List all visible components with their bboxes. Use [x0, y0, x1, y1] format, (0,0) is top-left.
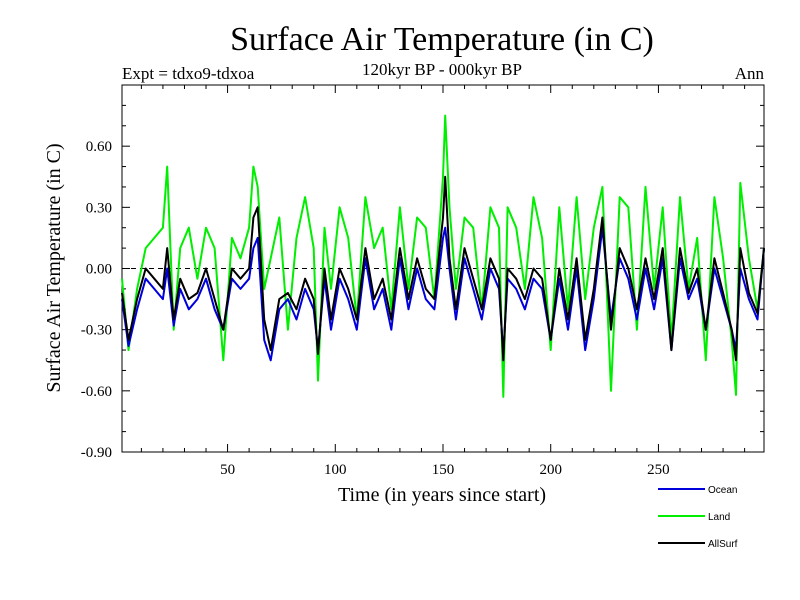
season-label: Ann	[735, 64, 765, 83]
data-series	[121, 114, 765, 398]
y-tick-label: -0.30	[81, 323, 112, 339]
y-axis-label: Surface Air Temperature (in C)	[43, 143, 65, 392]
x-axis: 50 100 150 200 250	[140, 85, 746, 478]
y-axis: -0.90 -0.60 -0.30 0.00 0.30 0.60	[81, 84, 764, 461]
experiment-label: Expt = tdxo9-tdxoa	[122, 64, 255, 83]
x-tick-label: 50	[220, 462, 235, 478]
y-tick-label: 0.00	[86, 262, 112, 278]
chart-title: Surface Air Temperature (in C)	[230, 21, 654, 58]
x-tick-label: 250	[647, 462, 670, 478]
legend-label-ocean: Ocean	[708, 485, 737, 496]
y-tick-label: 0.60	[86, 139, 112, 155]
legend: Ocean Land AllSurf	[658, 485, 738, 550]
legend-label-land: Land	[708, 512, 730, 523]
y-tick-label: -0.60	[81, 384, 112, 400]
x-tick-label: 200	[539, 462, 562, 478]
legend-label-allsurf: AllSurf	[708, 539, 738, 550]
x-axis-label: Time (in years since start)	[338, 484, 546, 506]
chart-subtitle: 120kyr BP - 000kyr BP	[362, 60, 522, 79]
x-tick-label: 100	[324, 462, 347, 478]
series-line-allsurf	[121, 175, 765, 362]
y-tick-label: 0.30	[86, 200, 112, 216]
x-tick-label: 150	[432, 462, 455, 478]
series-line-land	[121, 114, 765, 398]
y-tick-label: -0.90	[81, 445, 112, 461]
